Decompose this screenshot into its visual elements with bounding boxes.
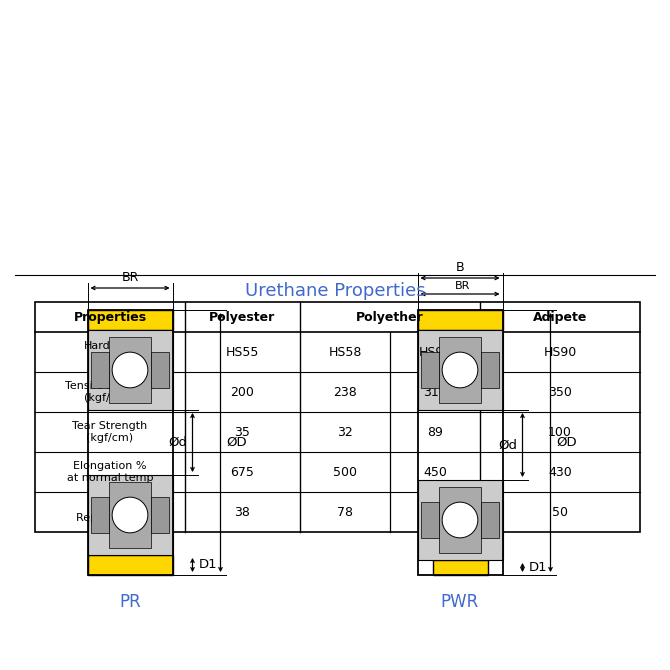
- Text: 35: 35: [234, 425, 251, 438]
- Bar: [88, 310, 172, 330]
- Text: 200: 200: [230, 385, 255, 399]
- Text: PWR: PWR: [441, 593, 479, 611]
- Bar: [417, 310, 502, 575]
- Text: Elastic
Repulsion %: Elastic Repulsion %: [76, 501, 144, 523]
- Bar: [421, 352, 439, 388]
- Text: 89: 89: [427, 425, 443, 438]
- Text: 78: 78: [337, 505, 353, 519]
- Text: B: B: [456, 261, 464, 274]
- Bar: [90, 497, 109, 533]
- Text: ØD: ØD: [226, 436, 247, 449]
- Bar: [439, 337, 481, 403]
- Circle shape: [112, 352, 148, 388]
- Text: 238: 238: [333, 385, 357, 399]
- Circle shape: [442, 352, 478, 388]
- Text: Tensile Strength
(kgf/cm²): Tensile Strength (kgf/cm²): [65, 381, 155, 403]
- Text: Polyether: Polyether: [356, 310, 424, 324]
- Text: Tear Strength
(kgf/cm): Tear Strength (kgf/cm): [72, 421, 147, 443]
- Bar: [109, 482, 151, 548]
- Text: HS55: HS55: [226, 346, 259, 358]
- Text: Urethane Properties: Urethane Properties: [245, 282, 425, 300]
- Text: 55: 55: [427, 505, 443, 519]
- Bar: [88, 475, 172, 555]
- Text: 38: 38: [234, 505, 251, 519]
- Bar: [88, 310, 172, 575]
- Text: BR: BR: [121, 271, 139, 284]
- Circle shape: [112, 497, 148, 533]
- Text: 500: 500: [333, 466, 357, 478]
- Text: BR: BR: [456, 281, 471, 291]
- Text: ØD: ØD: [557, 436, 577, 449]
- Text: PR: PR: [119, 593, 141, 611]
- Bar: [417, 330, 502, 410]
- Text: 675: 675: [230, 466, 255, 478]
- Bar: [90, 352, 109, 388]
- Bar: [439, 487, 481, 553]
- Circle shape: [442, 502, 478, 538]
- Text: Elongation %
at normal temp: Elongation % at normal temp: [67, 461, 153, 483]
- Text: Ød: Ød: [498, 438, 517, 452]
- Bar: [481, 352, 499, 388]
- Text: 50: 50: [552, 505, 568, 519]
- Text: 32: 32: [337, 425, 353, 438]
- Text: 450: 450: [423, 466, 447, 478]
- Text: HS90: HS90: [543, 346, 577, 358]
- Text: Adipete: Adipete: [533, 310, 587, 324]
- Text: 430: 430: [548, 466, 572, 478]
- Text: HS58: HS58: [328, 346, 362, 358]
- Text: D1: D1: [529, 561, 547, 574]
- Bar: [88, 555, 172, 575]
- Text: Properties: Properties: [74, 310, 147, 324]
- Text: Hardness
(JIS-A): Hardness (JIS-A): [84, 341, 136, 362]
- Text: 100: 100: [548, 425, 572, 438]
- Bar: [151, 497, 170, 533]
- Text: Polyester: Polyester: [209, 310, 275, 324]
- Text: 350: 350: [548, 385, 572, 399]
- Bar: [109, 337, 151, 403]
- Bar: [151, 352, 170, 388]
- Bar: [481, 502, 499, 538]
- Text: 316: 316: [423, 385, 447, 399]
- Bar: [433, 560, 488, 575]
- Bar: [417, 310, 502, 330]
- Bar: [35, 302, 640, 532]
- Bar: [88, 330, 172, 410]
- Text: D1: D1: [198, 559, 217, 572]
- Text: Ød: Ød: [168, 436, 187, 449]
- Text: HS90: HS90: [418, 346, 452, 358]
- Bar: [421, 502, 439, 538]
- Bar: [417, 480, 502, 560]
